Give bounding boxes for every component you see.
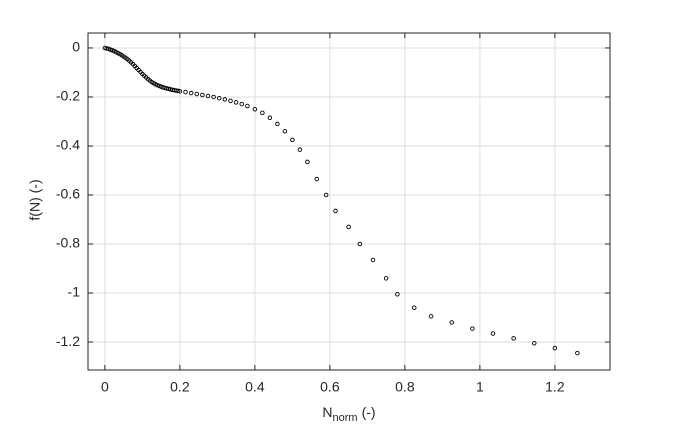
x-label-main: N — [322, 404, 332, 420]
data-point — [333, 208, 338, 214]
data-point — [552, 345, 558, 351]
plot-frame — [87, 32, 611, 371]
data-point — [194, 91, 199, 97]
data-point — [177, 89, 183, 94]
y-tick-label: -0.4 — [56, 137, 80, 153]
data-point — [205, 93, 211, 99]
data-point — [233, 100, 239, 105]
x-tick-label: 1.2 — [545, 379, 565, 395]
y-tick-label: 0 — [72, 39, 80, 55]
data-point — [239, 101, 244, 107]
y-tick-label: -0.6 — [56, 186, 80, 202]
data-point — [228, 98, 233, 104]
data-point — [297, 147, 303, 152]
x-tick-label: 0 — [101, 379, 109, 395]
data-point — [175, 88, 181, 94]
data-point — [428, 314, 434, 319]
data-point — [575, 350, 580, 356]
y-tick-label: -1.2 — [56, 333, 80, 349]
x-tick-label: 1 — [476, 379, 484, 395]
data-point — [216, 95, 222, 101]
data-point — [346, 224, 351, 230]
data-point — [211, 94, 216, 100]
data-point — [183, 89, 188, 95]
data-point — [267, 115, 273, 121]
x-label-suffix: (-) — [362, 404, 376, 420]
x-tick-label: 0.2 — [170, 379, 190, 395]
data-point — [532, 341, 537, 346]
data-point — [395, 292, 400, 297]
x-tick-label: 0.6 — [320, 379, 340, 395]
data-point — [222, 97, 228, 102]
data-point — [282, 129, 288, 134]
data-point — [188, 90, 194, 96]
data-point — [252, 106, 258, 112]
y-tick-label: -0.2 — [56, 88, 80, 104]
y-tick-label: -1 — [68, 284, 81, 300]
data-point — [245, 103, 250, 109]
data-point — [200, 92, 205, 98]
data-point — [412, 305, 417, 310]
data-point — [370, 257, 376, 263]
data-point — [511, 336, 516, 341]
data-point — [290, 137, 295, 143]
data-point — [275, 121, 280, 127]
y-axis-label: f(N) (-) — [27, 179, 43, 220]
x-label-sub: norm — [333, 412, 358, 424]
x-axis-label: Nnorm (-) — [322, 404, 375, 424]
x-tick-label: 0.8 — [395, 379, 415, 395]
data-point — [470, 326, 475, 331]
x-tick-label: 0.4 — [245, 379, 265, 395]
data-point — [383, 276, 389, 281]
data-point — [104, 46, 109, 51]
data-point — [305, 159, 310, 165]
data-point — [449, 320, 455, 325]
data-point — [490, 331, 496, 336]
data-point — [357, 241, 363, 247]
data-point — [323, 192, 329, 198]
y-tick-label: -0.8 — [56, 235, 80, 251]
data-point — [260, 110, 265, 116]
data-point — [314, 176, 320, 182]
